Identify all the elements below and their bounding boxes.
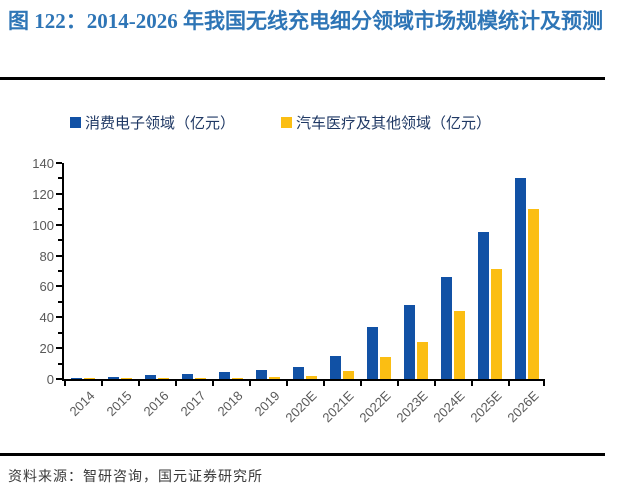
bar-chart-plot-area: 0 20 40 60 80 100 120 140 2014 2015 2016 2017 2018 20… (32, 156, 545, 425)
bar (120, 378, 132, 379)
y-axis-major-tick (56, 162, 62, 164)
legend-item: 汽车医疗及其他领域（亿元） (281, 112, 491, 133)
bar (70, 377, 82, 379)
y-axis-label: 80 (39, 248, 54, 264)
bar (527, 209, 539, 379)
bar (379, 357, 391, 379)
footer-divider-rule (0, 453, 605, 456)
y-axis-major-tick (56, 254, 62, 257)
chart-legend: 消费电子领域（亿元） 汽车医疗及其他领域（亿元） (70, 112, 491, 133)
bar (305, 375, 317, 379)
figure-title: 图 122：2014-2026 年我国无线充电细分领域市场规模统计及预测 (8, 6, 610, 37)
y-axis-major-tick (56, 223, 62, 226)
bar (477, 232, 489, 379)
bar (157, 378, 169, 379)
y-axis-minor-tick (58, 177, 62, 180)
legend-swatch-icon (70, 117, 81, 128)
bar (342, 370, 354, 379)
x-axis-tick (175, 381, 177, 386)
bar (231, 377, 243, 379)
bar (107, 376, 119, 379)
source-note: 资料来源：智研咨询，国元证券研究所 (8, 470, 263, 485)
legend-label: 消费电子领域（亿元） (85, 116, 236, 132)
bar (490, 269, 502, 379)
bar (514, 178, 526, 379)
x-axis-tick (543, 381, 545, 386)
figure-title-text: 2014-2026 年我国无线充电细分领域市场规模统计及预测 (86, 9, 603, 33)
y-axis-minor-tick (58, 362, 62, 365)
bar (416, 341, 428, 379)
y-axis-minor-tick (58, 239, 62, 242)
bar (453, 311, 465, 379)
bar (218, 372, 230, 379)
y-axis-major-tick (56, 347, 62, 350)
y-axis-label: 0 (46, 372, 54, 387)
y-axis-minor-tick (58, 270, 62, 272)
figure-label: 图 122： (8, 9, 87, 33)
y-axis-label: 120 (32, 186, 54, 202)
bar (255, 370, 267, 379)
y-axis-label: 100 (32, 217, 54, 233)
y-axis-minor-tick (58, 208, 62, 211)
x-axis-tick (138, 381, 140, 386)
y-axis-label: 60 (39, 279, 54, 295)
bar (440, 277, 452, 379)
bar (83, 378, 95, 379)
bar (403, 304, 415, 379)
y-axis-label: 140 (32, 156, 54, 171)
bar (144, 375, 156, 379)
x-axis-tick (286, 381, 288, 386)
bar (181, 374, 193, 379)
y-axis-minor-tick (58, 300, 62, 303)
x-axis-tick (249, 381, 251, 386)
x-axis-tick (508, 381, 510, 386)
legend-swatch-icon (281, 117, 293, 128)
y-axis-major-tick (56, 285, 62, 288)
bar (292, 367, 304, 379)
y-axis-minor-tick (58, 331, 62, 334)
legend-label: 汽车医疗及其他领域（亿元） (296, 116, 492, 132)
x-axis-tick (360, 381, 362, 386)
bar (268, 377, 280, 379)
y-axis-major-tick (56, 378, 62, 380)
x-axis-tick (64, 381, 66, 386)
y-axis-label: 40 (39, 310, 54, 326)
x-axis-tick (471, 381, 473, 386)
y-axis-major-tick (56, 192, 62, 195)
x-axis-tick (397, 381, 399, 386)
y-axis-major-tick (56, 316, 62, 319)
x-axis-tick (101, 381, 103, 386)
x-axis-tick (323, 381, 325, 386)
bar (329, 355, 341, 379)
y-axis-label: 20 (39, 341, 54, 357)
bar (194, 377, 206, 379)
title-divider-rule (0, 77, 605, 80)
bar (366, 326, 378, 379)
legend-item: 消费电子领域（亿元） (70, 112, 235, 133)
x-axis-tick (434, 381, 436, 386)
x-axis-tick (212, 381, 214, 386)
